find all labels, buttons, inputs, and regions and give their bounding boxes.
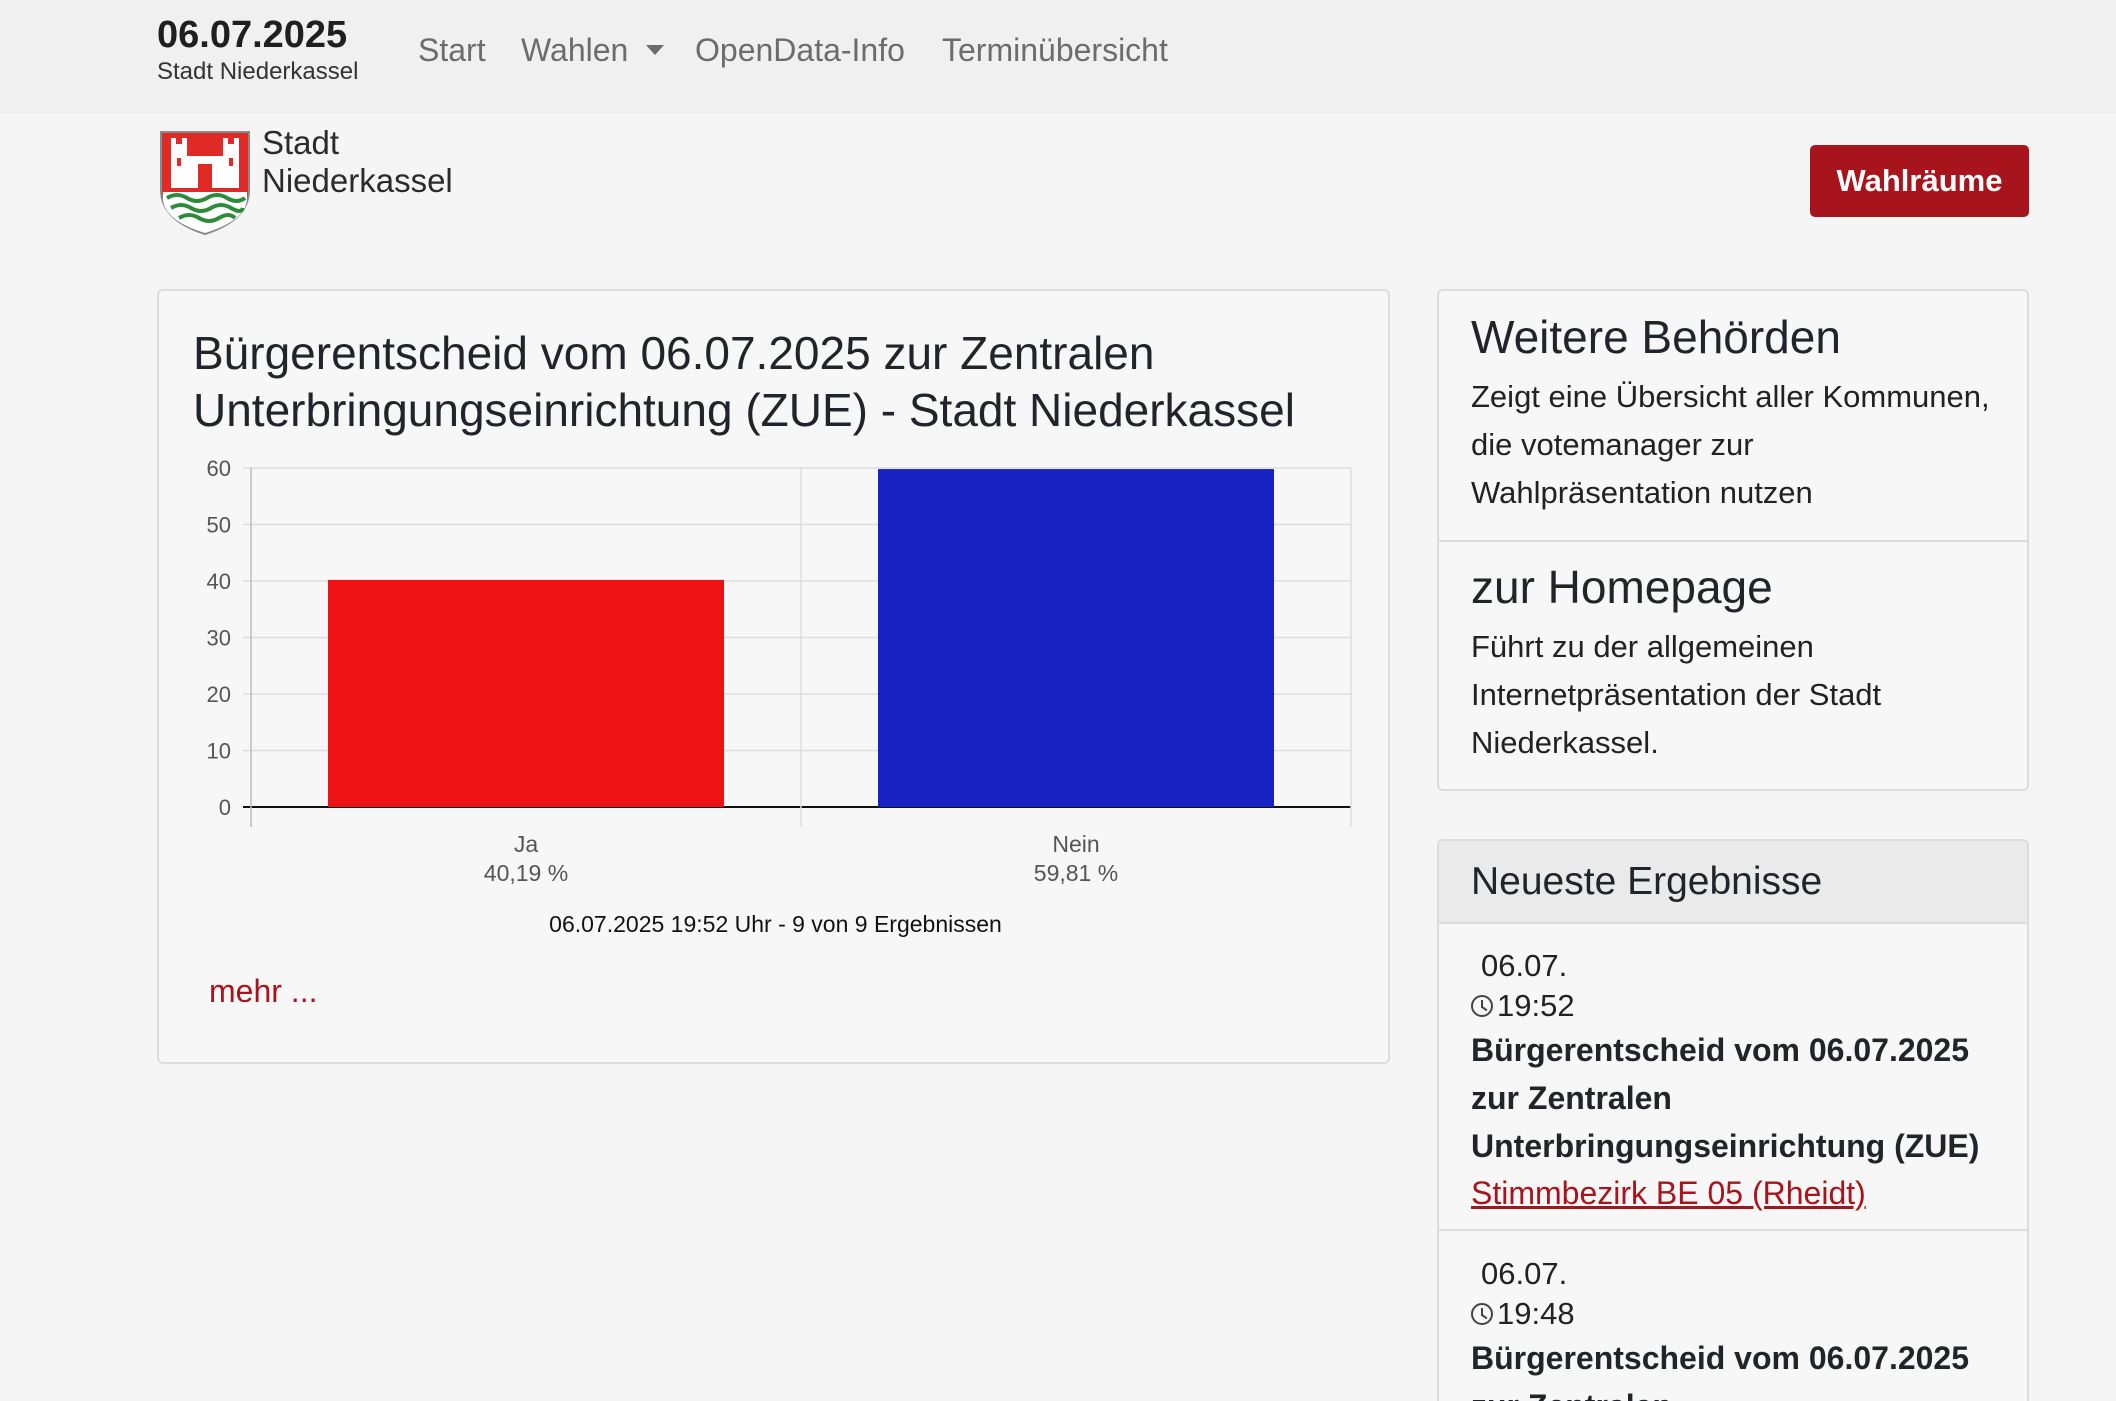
latest-results-header: Neueste Ergebnisse [1439,841,2027,924]
election-title: Bürgerentscheid vom 06.07.2025 zur Zentr… [193,327,1295,436]
brand-city: Stadt Niederkassel [157,58,359,85]
result-time: 19:52 [1471,986,1995,1026]
divider [1439,1229,2027,1231]
weitere-behoerden-text: Zeigt eine Übersicht aller Kommunen, die… [1471,379,1990,510]
clock-icon [1471,1303,1493,1325]
result-date: 06.07. [1481,948,1568,983]
more-link[interactable]: mehr ... [209,973,318,1009]
y-tick-label: 30 [207,626,231,651]
nav-wahlen-dropdown[interactable]: Wahlen [521,30,665,70]
logo-text-line2: Niederkassel [262,162,453,199]
wahlraeume-button[interactable]: Wahlräume [1810,145,2029,217]
logo-text-line1: Stadt [262,124,340,161]
y-tick-label: 60 [207,456,231,481]
y-tick-label: 40 [207,569,231,594]
result-district-link[interactable]: Stimmbezirk BE 05 (Rheidt) [1471,1175,1866,1211]
y-tick-label: 50 [207,513,231,538]
weitere-behoerden-title: Weitere Behörden [1471,311,1841,363]
result-time-value: 19:48 [1497,1296,1575,1331]
logo-text: Stadt Niederkassel [262,124,453,200]
sidebar-links-card: Weitere Behörden Zeigt eine Übersicht al… [1437,289,2029,791]
result-date: 06.07. [1481,1256,1568,1291]
nav-termine[interactable]: Terminübersicht [942,32,1168,68]
bar-nein [878,469,1274,807]
election-card: Bürgerentscheid vom 06.07.2025 zur Zentr… [157,289,1390,1064]
result-time: 19:48 [1471,1294,1995,1334]
homepage-link[interactable]: zur Homepage Führt zu der allgemeinen In… [1439,559,2027,767]
result-title: Bürgerentscheid vom 06.07.2025 zur Zentr… [1471,1032,1980,1164]
latest-results-card: Neueste Ergebnisse 06.07. 19:52 Bürgeren… [1437,839,2029,1401]
homepage-text: Führt zu der allgemeinen Internetpräsent… [1471,629,1882,760]
bar-ja [328,579,724,807]
y-tick-label: 10 [207,739,231,764]
result-title: Bürgerentscheid vom 06.07.2025 zur Zentr… [1471,1340,1970,1401]
x-tick-sublabel: 59,81 % [1034,860,1118,886]
result-bar-chart: 0 10 20 30 40 50 60 Ja 40,19 % Nein 59,81 % [207,456,1352,886]
chart-caption: 06.07.2025 19:52 Uhr - 9 von 9 Ergebniss… [549,911,1002,937]
nav-start[interactable]: Start [418,32,486,68]
city-coat-of-arms-logo[interactable] [157,128,253,236]
nav-wahlen-label: Wahlen [521,32,629,68]
weitere-behoerden-link[interactable]: Weitere Behörden Zeigt eine Übersicht al… [1439,309,2027,517]
chevron-down-icon [646,44,665,55]
y-tick-label: 20 [207,682,231,707]
result-item: 06.07. 19:52 Bürgerentscheid vom 06.07.2… [1439,946,2027,1216]
x-tick-label: Ja [514,831,539,857]
x-tick-sublabel: 40,19 % [484,860,568,886]
brand-date: 06.07.2025 [157,14,348,56]
nav-opendata[interactable]: OpenData-Info [695,32,905,68]
y-tick-label: 0 [219,795,231,820]
x-tick-label: Nein [1052,831,1099,857]
clock-icon [1471,995,1493,1017]
divider [1439,540,2027,542]
result-item: 06.07. 19:48 Bürgerentscheid vom 06.07.2… [1439,1254,2027,1401]
navbar-brand[interactable]: 06.07.2025 Stadt Niederkassel [157,14,358,88]
top-navbar: 06.07.2025 Stadt Niederkassel Start Wahl… [0,0,2116,114]
latest-results-heading: Neueste Ergebnisse [1471,860,1823,903]
homepage-title: zur Homepage [1471,561,1773,613]
result-time-value: 19:52 [1497,988,1575,1023]
